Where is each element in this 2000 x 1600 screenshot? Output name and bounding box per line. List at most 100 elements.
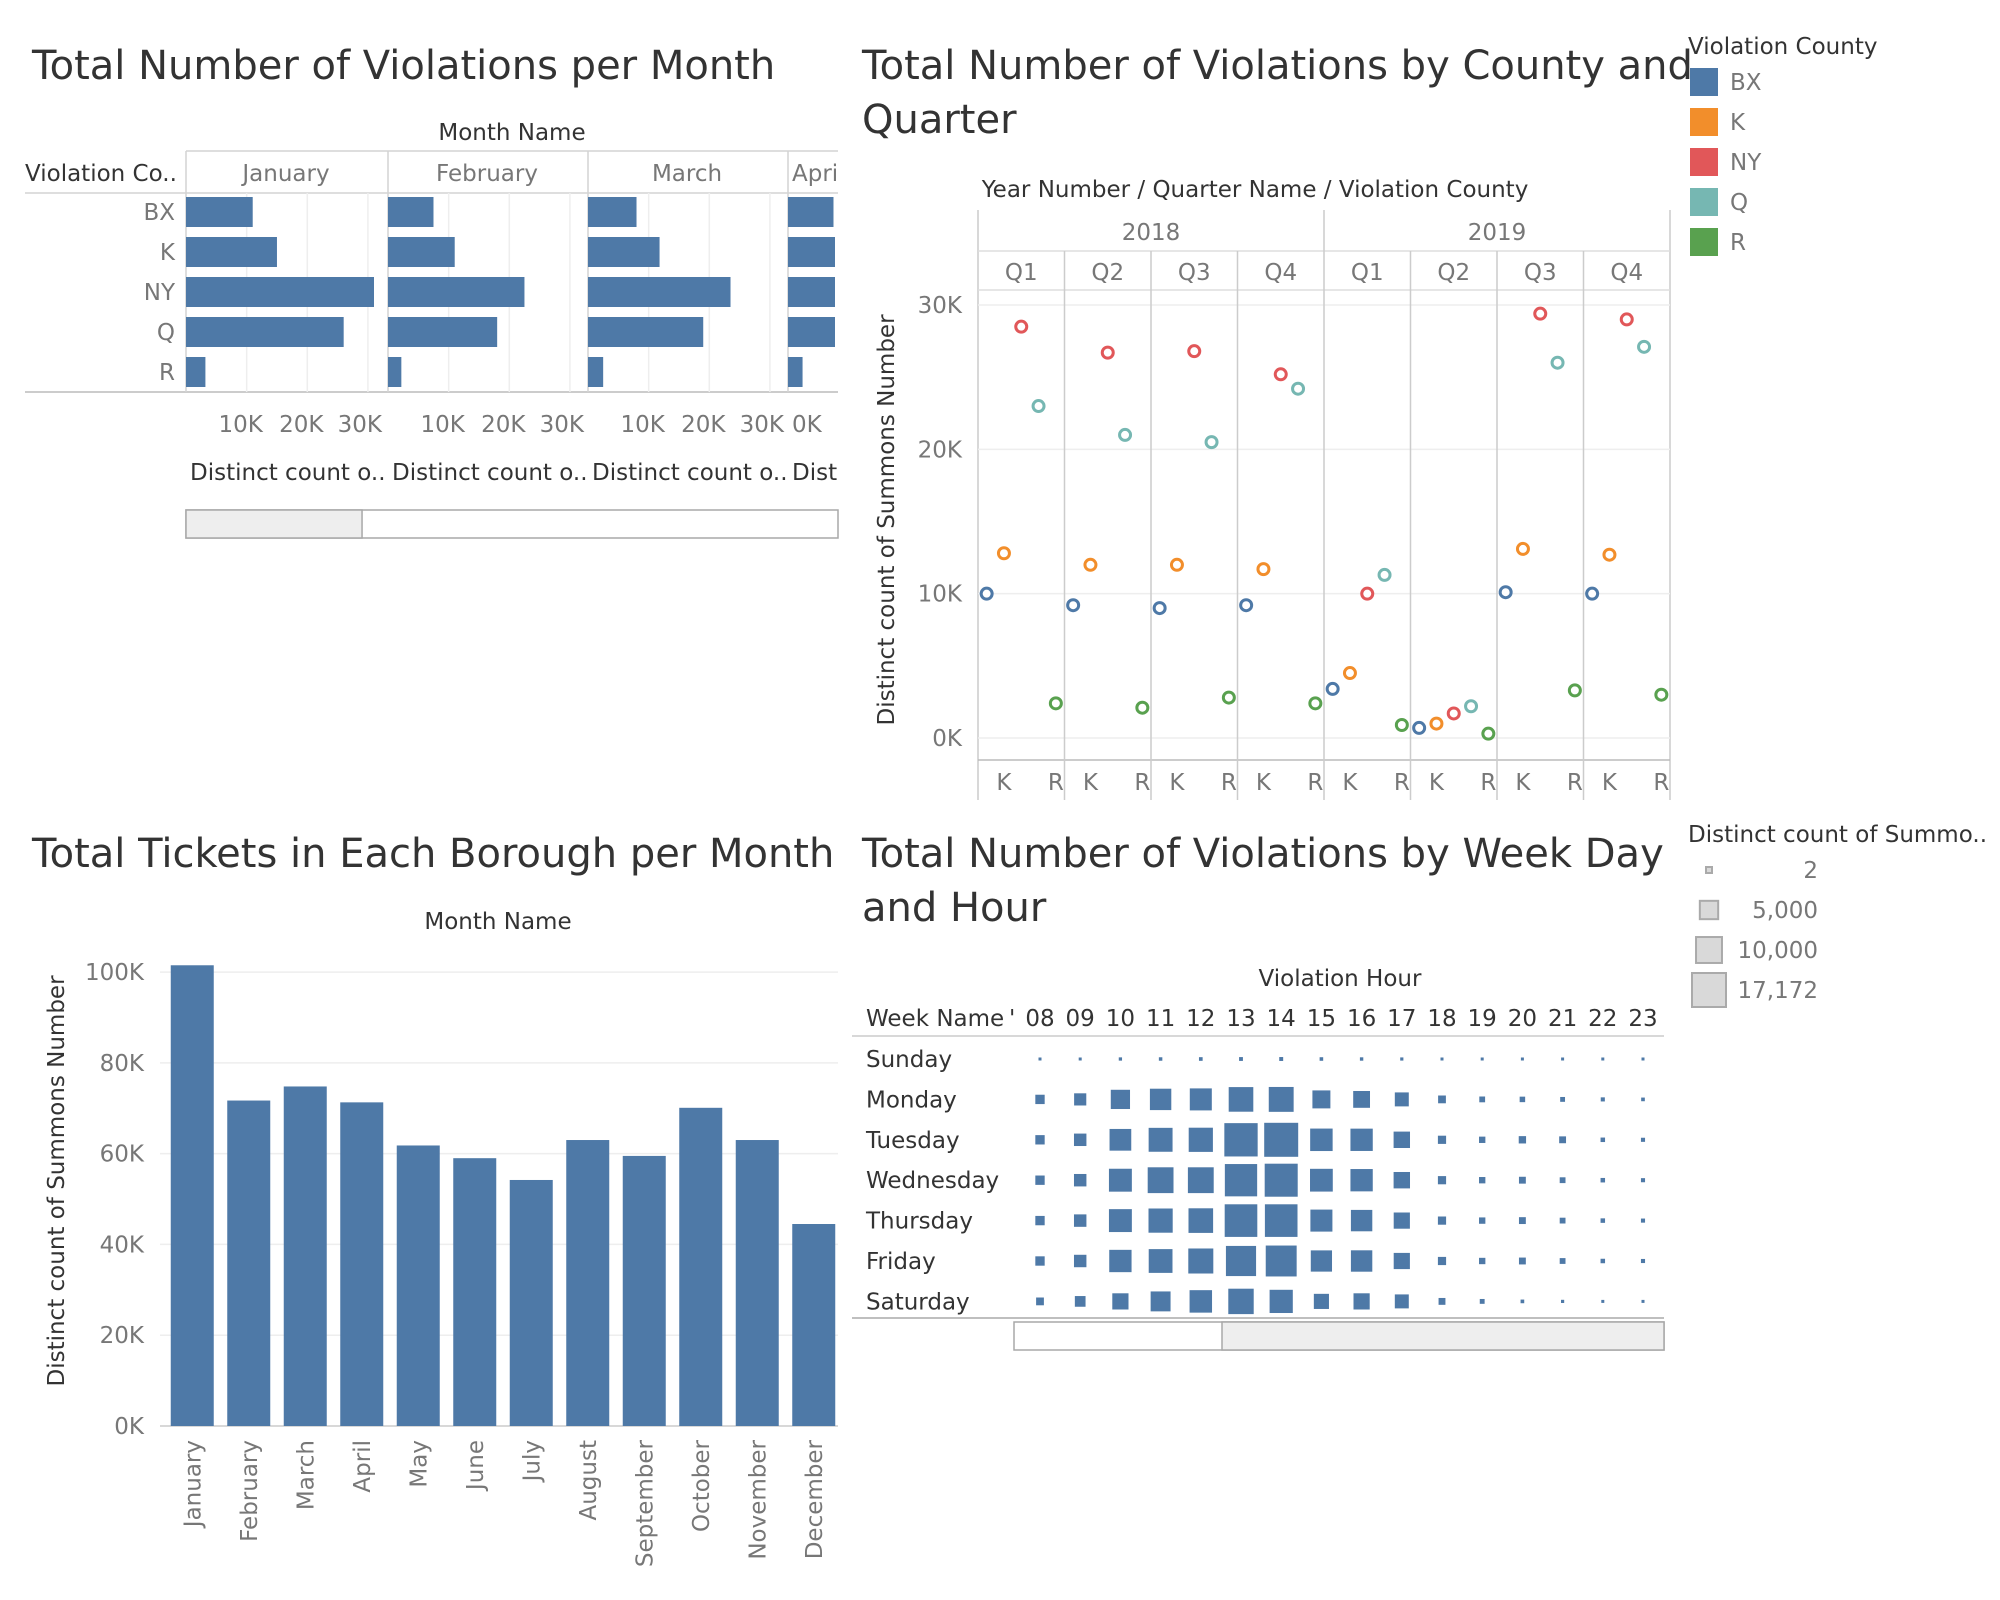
heat-square bbox=[1393, 1131, 1411, 1149]
scatter-point bbox=[1221, 690, 1236, 705]
heat-square bbox=[1224, 1204, 1258, 1237]
heat-square bbox=[1640, 1218, 1646, 1223]
legend-swatch bbox=[1690, 68, 1718, 96]
panel4-legend-title: Distinct count of Summo.. bbox=[1688, 822, 1987, 848]
legend-swatch bbox=[1690, 108, 1718, 136]
heat-square bbox=[1359, 1057, 1364, 1061]
hour-header: 14 bbox=[1267, 1006, 1296, 1032]
heat-square bbox=[1189, 1088, 1212, 1111]
x-axis-label: R bbox=[1307, 770, 1323, 796]
heat-square bbox=[1437, 1216, 1447, 1225]
title-line2: and Hour bbox=[862, 885, 1047, 931]
x-label: July bbox=[519, 1440, 545, 1483]
scatter-point bbox=[1429, 716, 1444, 731]
heat-square bbox=[1600, 1137, 1606, 1143]
hour-header: 11 bbox=[1146, 1006, 1175, 1032]
heat-square bbox=[1148, 1127, 1173, 1152]
panel1-scrollbar-thumb[interactable] bbox=[185, 509, 363, 539]
quarter-header: Q2 bbox=[1437, 260, 1470, 286]
panel4-row-header-mark: ' bbox=[1009, 1006, 1015, 1032]
quarter-header: Q2 bbox=[1091, 260, 1124, 286]
panel4-scrollbar-thumb[interactable] bbox=[1221, 1321, 1665, 1351]
x-label: September bbox=[632, 1439, 658, 1567]
bar bbox=[170, 965, 214, 1426]
heat-square bbox=[1641, 1299, 1645, 1303]
quarter-header: Q1 bbox=[1005, 260, 1038, 286]
quarter-header: Q3 bbox=[1524, 260, 1557, 286]
scatter-point bbox=[1291, 381, 1306, 396]
x-tick: 10K bbox=[420, 412, 465, 438]
measure-label: Dist bbox=[792, 460, 837, 486]
hour-header: 21 bbox=[1548, 1006, 1577, 1032]
bar bbox=[588, 317, 704, 347]
x-axis-label: R bbox=[1394, 770, 1410, 796]
panel4-hour-headers: 08 09 10 11 12 13 14 15 16 17 18 19 20 21 22 23 bbox=[1025, 1006, 1657, 1032]
panel3-y-ticks: 0K 20K 40K 60K 80K 100K bbox=[85, 960, 145, 1440]
heat-square bbox=[1437, 1256, 1447, 1266]
panel1-column-header: Month Name bbox=[438, 120, 585, 146]
scatter-point bbox=[1083, 557, 1098, 572]
heat-square bbox=[1479, 1257, 1486, 1265]
panel2-column-header: Year Number / Quarter Name / Violation C… bbox=[981, 177, 1529, 203]
heat-square bbox=[1353, 1090, 1371, 1108]
panel2-legend-title: Violation County bbox=[1688, 34, 1877, 60]
panel1-gridlines bbox=[245, 151, 789, 392]
x-axis-label: R bbox=[1221, 770, 1237, 796]
scatter-point bbox=[1325, 681, 1340, 696]
x-axis-label: K bbox=[1429, 770, 1445, 796]
heat-square bbox=[1601, 1299, 1605, 1303]
scatter-point bbox=[1118, 427, 1133, 442]
scatter-point bbox=[1637, 339, 1652, 354]
heat-square bbox=[1265, 1245, 1297, 1277]
panel4-column-header: Violation Hour bbox=[1259, 966, 1422, 992]
scatter-point bbox=[1602, 547, 1617, 562]
heat-square bbox=[1480, 1057, 1484, 1061]
row-label: K bbox=[160, 240, 176, 266]
panel2-legend[interactable]: BX K NY QR bbox=[1690, 68, 1762, 256]
y-tick: 20K bbox=[918, 437, 963, 463]
day-label: Tuesday bbox=[865, 1128, 960, 1154]
heat-square bbox=[1279, 1057, 1284, 1061]
heat-square bbox=[1640, 1178, 1646, 1183]
heat-square bbox=[1393, 1252, 1410, 1270]
panel4-size-legend[interactable]: 2 5,000 10,000 17,172 bbox=[1691, 858, 1818, 1008]
heat-square bbox=[1268, 1086, 1294, 1112]
heat-square bbox=[1518, 1176, 1526, 1184]
heat-square bbox=[1264, 1122, 1299, 1157]
title-line2: Quarter bbox=[862, 97, 1017, 143]
panel4-squares bbox=[1035, 1057, 1646, 1315]
y-tick: 60K bbox=[100, 1142, 145, 1168]
heat-square bbox=[1109, 1128, 1132, 1151]
panel-violations-weekday-hour: Total Number of Violations by Week Day V… bbox=[852, 822, 1987, 1351]
scatter-point bbox=[1654, 687, 1669, 702]
bar bbox=[388, 357, 402, 387]
heat-square bbox=[1108, 1209, 1132, 1233]
panel1-row-labels: BX K NY QR bbox=[143, 200, 175, 386]
heat-square bbox=[1269, 1289, 1293, 1314]
bar bbox=[227, 1100, 271, 1426]
heat-square bbox=[1640, 1258, 1646, 1264]
panel3-x-labels: January February March April May June July Augu… bbox=[180, 1439, 828, 1567]
heat-square bbox=[1112, 1293, 1129, 1310]
scatter-point bbox=[1256, 562, 1271, 577]
heat-square bbox=[1561, 1057, 1565, 1061]
heat-square bbox=[1519, 1096, 1526, 1103]
heat-square bbox=[1310, 1128, 1333, 1152]
panel4-day-labels: Sunday Monday Tuesday Wednesday Thursday Frid… bbox=[865, 1047, 999, 1315]
scatter-point bbox=[1533, 306, 1548, 321]
x-label: August bbox=[576, 1440, 602, 1521]
panel3-column-header: Month Name bbox=[424, 909, 571, 935]
heat-square bbox=[1035, 1175, 1045, 1185]
bar bbox=[679, 1107, 723, 1426]
heat-square bbox=[1118, 1057, 1123, 1061]
panel2-y-axis-label: Distinct count of Summons Number bbox=[874, 314, 900, 726]
heat-square bbox=[1560, 1096, 1566, 1102]
heat-square bbox=[1350, 1169, 1373, 1192]
day-label: Sunday bbox=[866, 1047, 952, 1073]
scatter-point bbox=[1014, 319, 1029, 334]
panel1-row-header: Violation Co.. bbox=[25, 161, 177, 187]
y-tick: 40K bbox=[100, 1232, 145, 1258]
scatter-point bbox=[1273, 367, 1288, 382]
hour-header: 18 bbox=[1427, 1006, 1456, 1032]
bar bbox=[186, 197, 253, 227]
